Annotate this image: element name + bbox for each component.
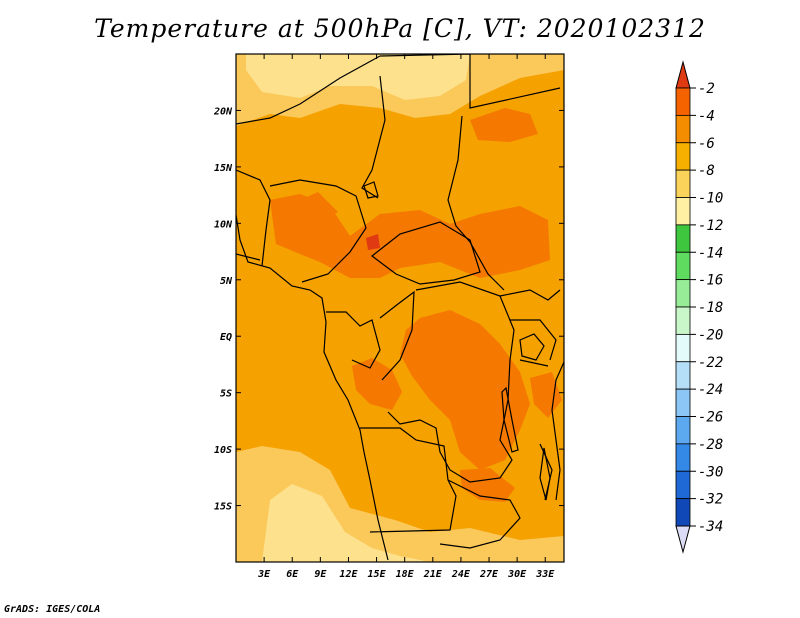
colorbar-label: -4 bbox=[698, 108, 715, 124]
colorbar-swatch bbox=[675, 388, 691, 417]
field-region-coolest-south bbox=[262, 484, 430, 562]
y-tick-label: 10N bbox=[214, 219, 233, 230]
field-region-warm-sahel bbox=[270, 194, 550, 278]
colorbar-swatch bbox=[675, 333, 691, 363]
colorbar-label: -32 bbox=[698, 492, 723, 508]
colorbar-label: -16 bbox=[698, 273, 723, 289]
colorbar-label: -10 bbox=[698, 191, 723, 207]
x-tick-label: 21E bbox=[423, 569, 443, 580]
colorbar-label: -14 bbox=[698, 245, 723, 261]
colorbar-label: -24 bbox=[698, 382, 723, 398]
colorbar-top-arrow bbox=[675, 60, 691, 89]
border-congo bbox=[379, 290, 415, 381]
colorbar-swatch bbox=[675, 251, 691, 281]
y-tick-label: 10S bbox=[214, 445, 232, 456]
lake-chad bbox=[363, 181, 379, 199]
coastline-east bbox=[551, 361, 564, 501]
colorbar-label: -18 bbox=[698, 300, 723, 316]
colorbar-swatch bbox=[675, 87, 691, 116]
border-nigeria bbox=[269, 179, 367, 283]
colorbar-label: -22 bbox=[698, 355, 723, 371]
border-chad-sudan bbox=[447, 115, 505, 291]
border-west-africa bbox=[236, 169, 271, 267]
border-sahara bbox=[236, 54, 561, 125]
x-tick-label: 12E bbox=[339, 569, 358, 580]
colorbar-label: -30 bbox=[698, 464, 723, 480]
x-tick-label: 24E bbox=[451, 569, 471, 580]
x-tick-label: 27E bbox=[479, 569, 499, 580]
colorbar: -2 -4 -6 -8 -10 -12 -14 -16 -18 -20 -22 -24 -26 -28 -3… bbox=[675, 60, 723, 554]
map-title: Temperature at 500hPa [C], VT: 202010231… bbox=[94, 14, 706, 43]
field-region-coolest-north bbox=[246, 54, 470, 100]
x-tick-label: 3E bbox=[257, 569, 271, 580]
border-central-north bbox=[361, 75, 386, 199]
colorbar-label: -34 bbox=[698, 519, 723, 535]
temperature-field bbox=[236, 54, 564, 562]
colorbar-swatch bbox=[675, 279, 691, 308]
y-tick-label: 5S bbox=[220, 389, 232, 400]
colorbar-bottom-arrow bbox=[675, 525, 691, 554]
colorbar-label: -26 bbox=[698, 410, 723, 426]
x-tick-label: 9E bbox=[314, 569, 327, 580]
y-tick-label: EQ bbox=[220, 332, 232, 343]
border-angola bbox=[360, 427, 457, 533]
colorbar-swatch bbox=[675, 470, 691, 500]
border-cameroon-gabon bbox=[326, 311, 381, 369]
x-tick-label: 15E bbox=[368, 569, 387, 580]
x-tick-label: 6E bbox=[286, 569, 299, 580]
field-region-warm-congo bbox=[400, 310, 530, 470]
country-borders bbox=[236, 54, 564, 561]
colorbar-swatch bbox=[675, 197, 691, 226]
field-region-warm-ne bbox=[470, 108, 538, 142]
colorbar-swatch bbox=[675, 114, 691, 144]
colorbar-label: -2 bbox=[698, 81, 715, 97]
colorbar-swatch bbox=[675, 443, 691, 472]
colorbar-swatch bbox=[675, 361, 691, 390]
colorbar-label: -12 bbox=[698, 218, 723, 234]
colorbar-swatch bbox=[675, 498, 691, 527]
border-car bbox=[371, 221, 481, 285]
border-drc bbox=[387, 281, 515, 483]
colorbar-label: -8 bbox=[698, 163, 715, 179]
field-region-warm-nigeria bbox=[300, 192, 338, 222]
colorbar-label: -20 bbox=[698, 327, 723, 343]
map-axes: 3E 6E 9E 12E 15E 18E 21E 24E 27E 30E 33E 20N 15N 10N 5… bbox=[213, 54, 564, 580]
colorbar-swatch bbox=[675, 169, 691, 198]
x-tick-label: 33E bbox=[535, 569, 555, 580]
colorbar-swatch bbox=[675, 306, 691, 335]
lake-malawi bbox=[539, 447, 551, 501]
colorbar-label: -28 bbox=[698, 437, 723, 453]
map-frame bbox=[235, 53, 565, 563]
field-region-warm-se bbox=[530, 372, 562, 418]
colorbar-swatch bbox=[675, 142, 691, 171]
credit-label: GrADS: IGES/COLA bbox=[4, 604, 101, 615]
y-tick-label: 20N bbox=[213, 106, 233, 117]
lake-tanganyika bbox=[501, 386, 519, 453]
field-region-hot-spot bbox=[366, 234, 380, 250]
colorbar-swatch bbox=[675, 224, 691, 253]
lake-victoria bbox=[519, 333, 545, 361]
border-zambia bbox=[439, 479, 521, 549]
colorbar-swatch bbox=[675, 416, 691, 445]
y-tick-label: 5N bbox=[220, 276, 233, 287]
y-tick-label: 15N bbox=[214, 163, 233, 174]
colorbar-label: -6 bbox=[698, 136, 715, 152]
x-tick-label: 30E bbox=[507, 569, 527, 580]
y-tick-label: 15S bbox=[214, 502, 232, 513]
x-tick-label: 18E bbox=[396, 569, 415, 580]
border-east-africa bbox=[499, 289, 561, 501]
coastline-west bbox=[236, 214, 389, 561]
